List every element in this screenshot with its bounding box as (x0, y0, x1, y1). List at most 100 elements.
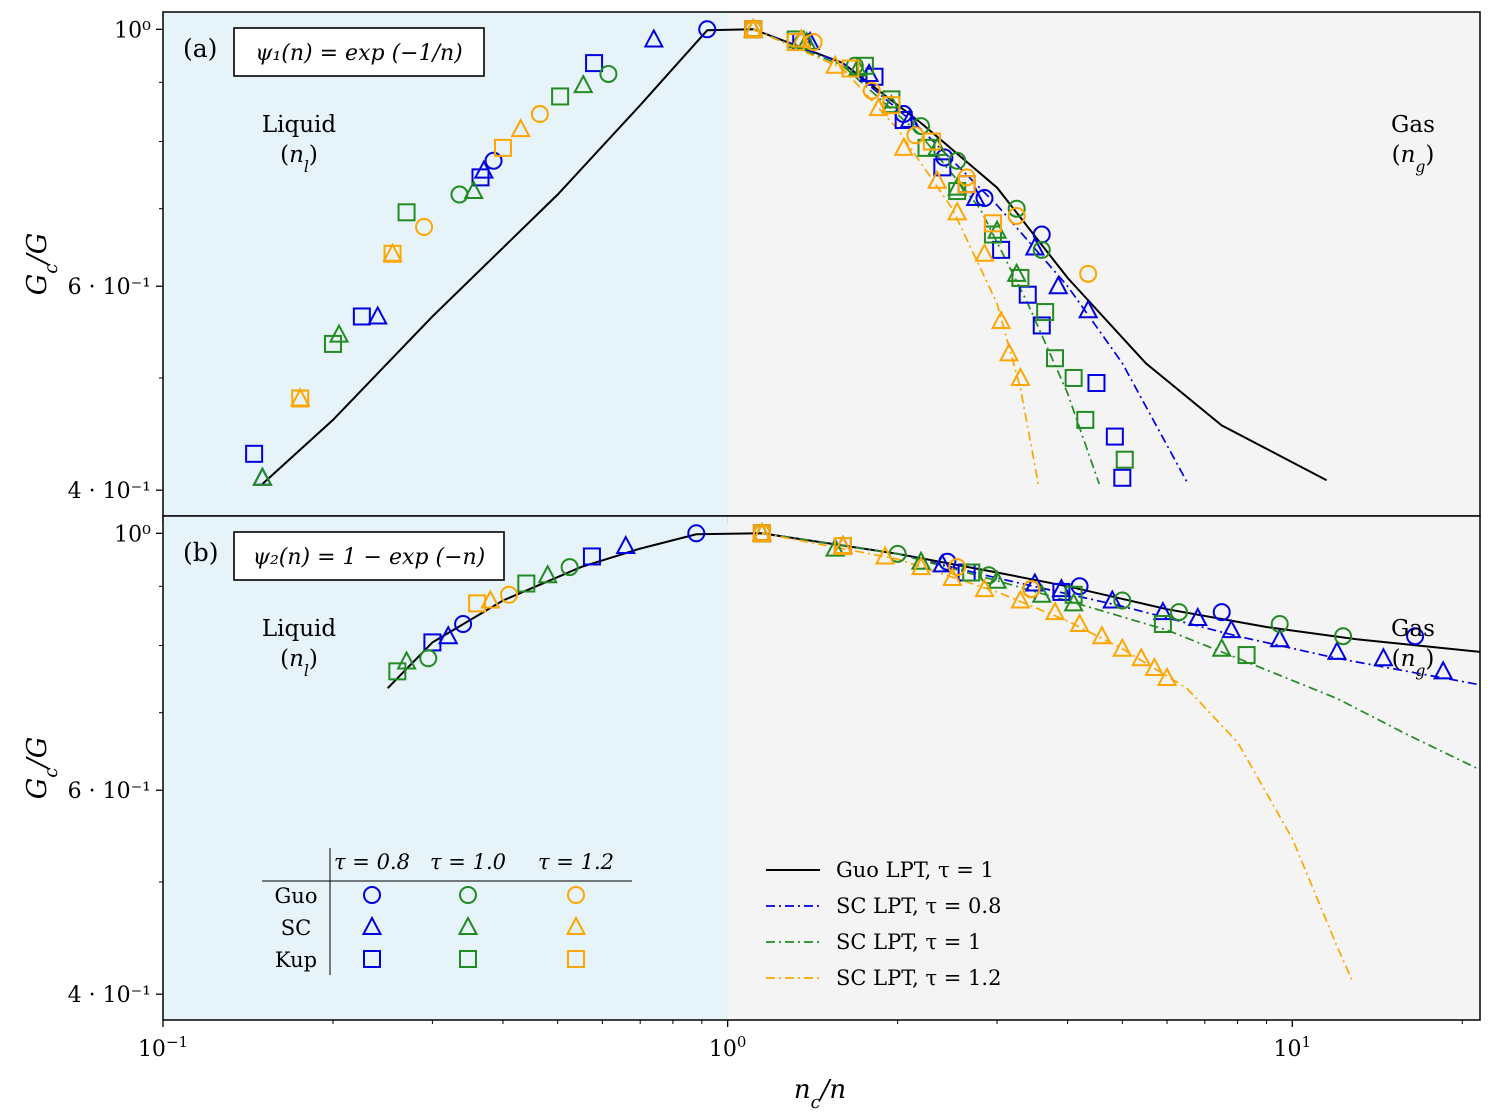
liquid-symbol: (nl) (280, 142, 318, 176)
data-point-triangle (1044, 600, 1066, 621)
data-point-square (882, 96, 901, 115)
data-point-circle (454, 615, 473, 634)
data-point-circle (484, 151, 503, 170)
x-axis: 10−1 100 101 nc/n (138, 1033, 1311, 1113)
data-point-square (855, 56, 874, 75)
panel-b: 10⁰ 6 · 10⁻¹ 4 · 10⁻¹ Gc/G (b) ψ₂(n) = 1 − ex… (22, 515, 1481, 1027)
data-point-circle (888, 544, 907, 563)
data-point-triangle (1156, 666, 1178, 687)
data-point-triangle (480, 589, 501, 609)
data-point-triangle (974, 577, 995, 598)
data-point-square (397, 203, 416, 222)
panel-label: (a) (183, 34, 217, 63)
data-point-square (1115, 450, 1134, 469)
data-point-circle (1406, 627, 1425, 646)
panel-a: 10⁰ 6 · 10⁻¹ 4 · 10⁻¹ Gc/G (a) ψ₁(n) = exp (−… (22, 11, 1481, 523)
data-point-triangle (965, 186, 986, 207)
data-point-circle (1212, 603, 1231, 622)
data-point-circle (415, 218, 434, 237)
data-point-circle (911, 117, 930, 136)
data-point-triangle (947, 176, 968, 196)
data-point-circle (1334, 627, 1353, 646)
data-point-circle (804, 33, 823, 52)
data-point-square (786, 33, 805, 52)
data-point-triangle (615, 534, 636, 555)
liquid-title: Liquid (262, 616, 337, 642)
data-point-triangle (1112, 637, 1133, 657)
formula-box (233, 27, 485, 77)
x-tick-label: 101 (1274, 1033, 1312, 1062)
data-point-circle (698, 20, 717, 39)
data-point-circle (948, 151, 967, 170)
data-point-triangle (510, 117, 531, 138)
data-point-square (922, 132, 941, 151)
marker-legend: τ = 0.8 τ = 1.0 τ = 1.2 Guo SC Kup (262, 848, 632, 975)
legend-row-label: Kup (275, 948, 317, 972)
y-tick-label: 6 · 10⁻¹ (68, 779, 151, 804)
data-point-triangle (1091, 625, 1113, 645)
data-point-square (1076, 410, 1095, 429)
data-point-triangle (927, 136, 948, 156)
data-point-square (957, 175, 976, 194)
data-point-triangle (1373, 647, 1394, 667)
data-point-triangle (1221, 618, 1242, 639)
data-point-circle (935, 148, 954, 167)
data-point-square (383, 244, 402, 263)
data-point-triangle (1152, 600, 1174, 621)
data-point-square (1105, 427, 1124, 446)
data-point-circle (1007, 206, 1026, 225)
data-point-circle (1169, 603, 1188, 622)
liquid-symbol: (nl) (280, 646, 318, 680)
liquid-region (163, 12, 728, 516)
data-point-square (582, 547, 601, 566)
gas-symbol: (ng) (1392, 142, 1435, 176)
legend-triangle-marker (565, 915, 587, 935)
formula-box (233, 531, 505, 581)
data-point-triangle (998, 342, 1020, 362)
data-point-circle (1113, 591, 1132, 610)
data-point-circle (687, 524, 706, 543)
data-point-circle (1007, 199, 1026, 218)
data-point-square (1064, 368, 1083, 387)
data-point-triangle (1102, 589, 1123, 609)
data-point-triangle (874, 545, 896, 565)
x-tick-label: 100 (709, 1033, 747, 1062)
data-point-triangle (396, 650, 417, 670)
data-point-square (841, 59, 860, 78)
x-ticks (162, 1020, 1463, 1027)
data-point-square (948, 182, 967, 201)
data-point-square (1032, 316, 1051, 335)
data-point-square (245, 444, 264, 463)
gas-title: Gas (1391, 616, 1435, 642)
liquid-region (163, 516, 728, 1020)
data-point-triangle (1010, 589, 1031, 609)
data-point-square (917, 138, 936, 157)
data-point-triangle (974, 242, 995, 262)
data-point-square (517, 574, 536, 593)
data-point-square (1237, 646, 1256, 665)
data-point-circle (1079, 264, 1098, 283)
data-point-triangle (791, 28, 812, 48)
y-tick-label: 10⁰ (114, 522, 151, 547)
data-point-square (323, 334, 342, 353)
data-point-square (894, 111, 913, 130)
data-point-circle (599, 64, 618, 83)
data-point-triangle (1326, 640, 1348, 660)
y-axis-label: Gc/G (22, 737, 62, 800)
data-point-triangle (1010, 366, 1031, 386)
data-point-circle (500, 585, 519, 604)
formula-text: ψ₂(n) = 1 − exp (−n) (253, 545, 486, 570)
gas-title: Gas (1391, 112, 1435, 138)
data-point-triangle (1069, 612, 1090, 633)
gas-symbol: (ng) (1392, 646, 1435, 680)
data-point-triangle (947, 201, 968, 221)
data-point-triangle (643, 28, 664, 48)
plot-area (386, 522, 1480, 983)
data-point-square (1064, 585, 1083, 604)
data-point-square (1087, 374, 1106, 393)
y-tick-label: 6 · 10⁻¹ (68, 275, 151, 300)
legend-row-label: SC (281, 916, 311, 940)
data-point-square (388, 662, 407, 681)
data-point-square (983, 225, 1002, 244)
